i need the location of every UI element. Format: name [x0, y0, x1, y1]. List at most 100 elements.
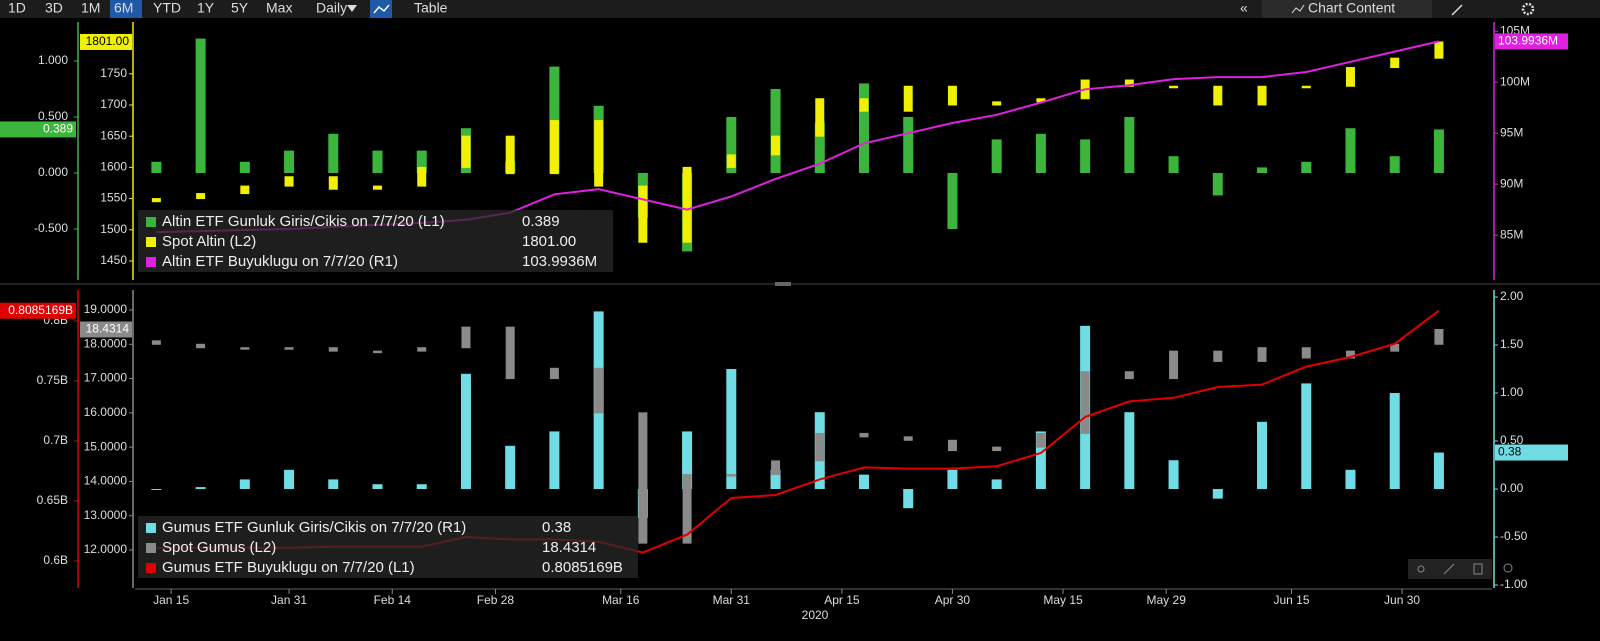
- flow-bar: [903, 116, 914, 174]
- y-tick-label: 15.0000: [84, 439, 128, 453]
- candle-body: [461, 135, 471, 168]
- y-tick-label: 0.7B: [43, 433, 68, 447]
- y-tick-label: 1.000: [38, 53, 68, 67]
- last-value-tag: [0, 121, 76, 138]
- chart-content-button[interactable]: Chart Content: [1308, 0, 1395, 16]
- range-button[interactable]: 5Y: [231, 0, 249, 16]
- legend-swatch: [146, 237, 156, 247]
- candle-body: [417, 347, 427, 352]
- candle-body: [682, 474, 692, 544]
- candle-body: [1390, 57, 1400, 69]
- y-tick-label: 0.000: [38, 165, 68, 179]
- table-button[interactable]: Table: [414, 0, 448, 16]
- settings-icon[interactable]: [1521, 2, 1535, 16]
- flow-bar: [1257, 421, 1268, 490]
- flow-bar: [1389, 393, 1400, 490]
- candle-body: [373, 185, 383, 190]
- y-tick-label: 0.500: [38, 109, 68, 123]
- last-value-tag-label: 0.389: [43, 122, 73, 136]
- y-tick-label: 85M: [1500, 227, 1523, 241]
- y-tick-label: 90M: [1500, 176, 1523, 190]
- notes-tool[interactable]: [1473, 563, 1483, 575]
- zoom-tool[interactable]: [1503, 563, 1513, 573]
- flow-bar: [947, 173, 958, 230]
- y-tick-label: 0.00: [1500, 481, 1524, 495]
- candle-body: [1080, 371, 1090, 434]
- flow-bar: [284, 469, 295, 490]
- chart-icon: [373, 4, 390, 14]
- x-tick-label: Mar 31: [713, 593, 751, 607]
- toolbar: Daily Table « Chart Content 1D 3D 1M 6M YTD 1…: [0, 0, 1600, 18]
- candle-body: [1169, 85, 1179, 89]
- y-tick-label: 2.00: [1500, 289, 1524, 303]
- last-value-tag: [1495, 444, 1568, 461]
- range-button[interactable]: 6M: [114, 0, 133, 16]
- flow-bar: [505, 445, 516, 490]
- candle-body: [1257, 85, 1267, 106]
- flow-bar: [1212, 173, 1223, 196]
- candle-body: [903, 436, 913, 441]
- candle-body: [284, 347, 294, 350]
- candle-body: [1434, 41, 1444, 59]
- flow-bar: [239, 161, 250, 174]
- divider-handle[interactable]: [775, 282, 791, 286]
- candle-body: [196, 343, 206, 349]
- candle-body: [1213, 85, 1223, 106]
- range-button[interactable]: 3D: [45, 0, 63, 16]
- candle-body: [903, 85, 913, 112]
- y-tick-label: 0.6B: [43, 553, 68, 567]
- y-tick-label: 1750: [100, 66, 127, 80]
- tools-bg: [1408, 559, 1492, 579]
- candle-body: [417, 166, 427, 187]
- frequency[interactable]: Daily: [316, 0, 347, 16]
- legend-bg: [138, 516, 638, 578]
- edit-icon[interactable]: [1451, 4, 1463, 16]
- range-button[interactable]: 1M: [81, 0, 100, 16]
- flow-bar: [1433, 129, 1444, 174]
- candle-body: [594, 120, 604, 187]
- flow-bar: [682, 431, 693, 490]
- flow-bar: [770, 88, 781, 174]
- flow-bar: [1124, 412, 1135, 490]
- candle-body: [947, 439, 957, 452]
- y-tick-label: 0.65B: [37, 493, 68, 507]
- y-tick-label: 14.0000: [84, 474, 128, 488]
- flow-bar: [1301, 161, 1312, 174]
- candle-body: [638, 185, 648, 243]
- last-value-tag-label: 0.8085169B: [8, 303, 73, 317]
- candle-body: [1434, 328, 1444, 345]
- candle-body: [638, 412, 648, 544]
- legend-value: 103.9936M: [522, 253, 597, 270]
- y-tick-label: 0.50: [1500, 433, 1524, 447]
- candle-body: [947, 85, 957, 106]
- candle-body: [549, 367, 559, 380]
- last-value-tag: [80, 321, 132, 338]
- flow-bar: [991, 479, 1002, 490]
- range-button[interactable]: 1D: [8, 0, 26, 16]
- candle-body: [284, 176, 294, 187]
- last-value-tag: [80, 33, 132, 50]
- candle-body: [1124, 79, 1134, 87]
- flow-bar: [1212, 489, 1223, 499]
- legend-swatch: [146, 563, 156, 573]
- last-value-tag-label: 0.38: [1498, 445, 1522, 459]
- y-tick-label: 1.00: [1500, 385, 1524, 399]
- x-axis-year: 2020: [802, 608, 829, 622]
- y-tick-label: 17.0000: [84, 371, 128, 385]
- candle-body: [328, 347, 338, 352]
- flow-bar: [460, 373, 471, 490]
- y-tick-label: -0.500: [34, 221, 68, 235]
- flow-bar: [416, 150, 427, 174]
- flow-bar: [1301, 383, 1312, 490]
- x-tick-label: Mar 16: [602, 593, 640, 607]
- x-tick-label: May 29: [1147, 593, 1187, 607]
- flow-bar: [1035, 431, 1046, 490]
- collapse-button[interactable]: «: [1240, 0, 1248, 16]
- crosshair-tool[interactable]: [1417, 565, 1425, 573]
- range-button[interactable]: YTD: [153, 0, 181, 16]
- range-button[interactable]: Max: [266, 0, 292, 16]
- legend-swatch: [146, 543, 156, 553]
- range-button[interactable]: 1Y: [197, 0, 215, 16]
- draw-tool[interactable]: [1443, 563, 1455, 575]
- dropdown-arrow[interactable]: [347, 5, 357, 12]
